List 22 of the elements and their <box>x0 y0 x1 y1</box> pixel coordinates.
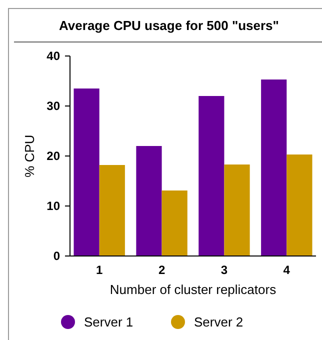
bar <box>198 96 224 256</box>
y-tick-label: 30 <box>46 99 60 114</box>
bar <box>286 154 312 256</box>
x-tick-label: 4 <box>283 263 290 277</box>
legend-label: Server 2 <box>194 314 244 330</box>
bar <box>224 164 250 256</box>
y-tick-label: 40 <box>46 49 60 64</box>
x-tick-label: 3 <box>220 263 228 277</box>
bar <box>136 146 162 256</box>
x-tick-label: 2 <box>158 263 166 277</box>
chart-title: Average CPU usage for 500 "users" <box>59 18 279 33</box>
bar <box>261 80 287 256</box>
y-tick-label: 20 <box>46 149 60 164</box>
bar <box>74 88 100 256</box>
x-axis-title: Number of cluster replicators <box>110 282 277 297</box>
y-tick-label: 0 <box>53 249 60 264</box>
legend-label: Server 1 <box>84 314 134 330</box>
y-axis-title: % CPU <box>22 134 37 178</box>
bar <box>99 165 125 256</box>
bar <box>162 190 188 256</box>
x-tick-label: 1 <box>96 263 103 277</box>
y-tick-label: 10 <box>46 199 60 214</box>
